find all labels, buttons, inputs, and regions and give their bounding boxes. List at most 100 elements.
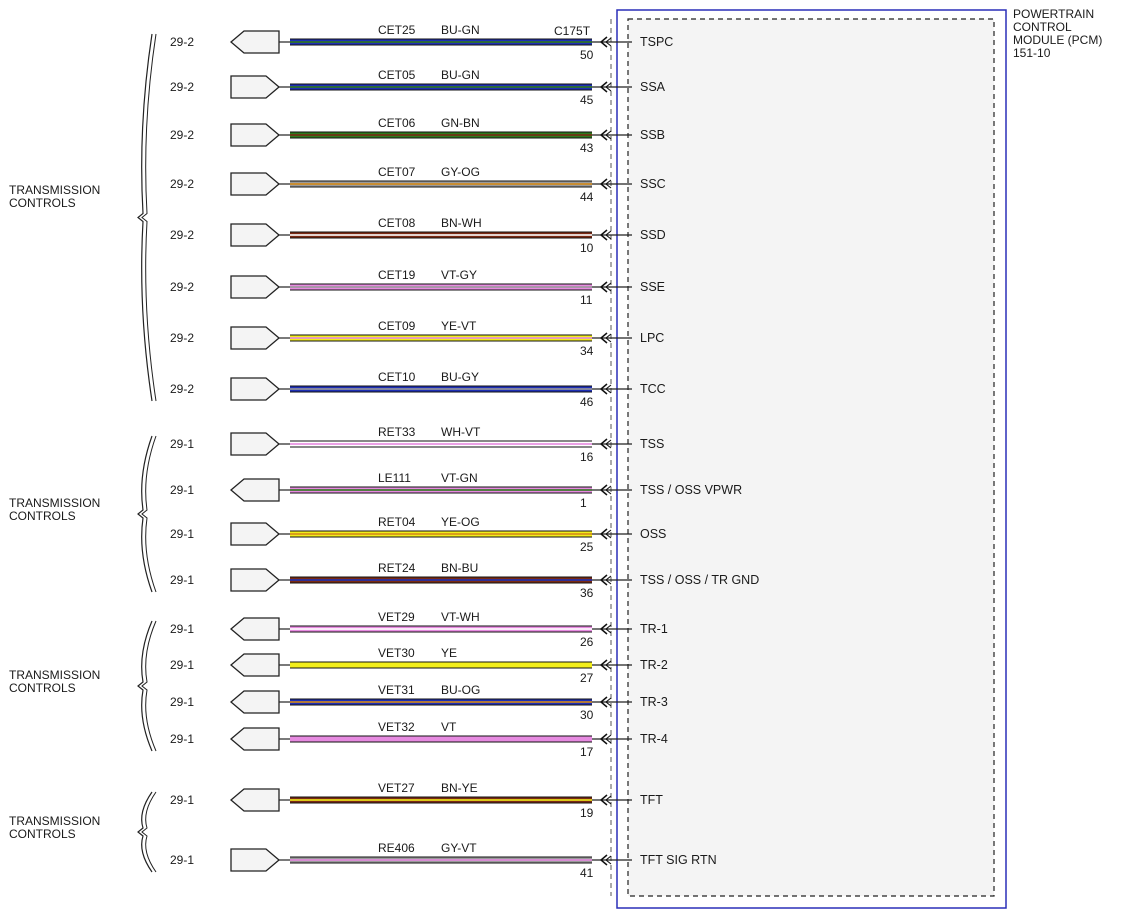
- connector-shape: [230, 568, 281, 592]
- signal-name: TFT SIG RTN: [640, 853, 717, 867]
- wire-color-code: BU-GY: [441, 370, 479, 384]
- page-reference: 29-1: [170, 622, 194, 636]
- wire-color-code: VT-GY: [441, 268, 477, 282]
- group-brace-line: [141, 435, 157, 593]
- circuit-row: 29-2 CET25 BU-GN 50 TSPC: [170, 23, 673, 62]
- group-brace-line: [141, 791, 157, 873]
- pin-number: 19: [580, 806, 594, 820]
- page-reference: 29-1: [170, 437, 194, 451]
- signal-name: SSA: [640, 80, 666, 94]
- circuit-id: RET33: [378, 425, 416, 439]
- group-brace-line: [137, 435, 153, 593]
- pin-number: 1: [580, 496, 587, 510]
- wire-color-code: YE-OG: [441, 515, 480, 529]
- pin-number: 46: [580, 395, 594, 409]
- wire-stripe-color: [290, 799, 592, 801]
- page-reference: 29-1: [170, 695, 194, 709]
- pin-number: 43: [580, 141, 594, 155]
- circuit-id: CET25: [378, 23, 416, 37]
- circuit-id: VET29: [378, 610, 415, 624]
- pin-terminal-icon: [605, 179, 612, 189]
- pin-terminal-icon: [599, 438, 608, 450]
- pcm-title-line-2: CONTROL: [1013, 20, 1072, 34]
- pin-number: 41: [580, 866, 594, 880]
- circuit-id: VET30: [378, 646, 415, 660]
- connector-shape: [229, 690, 280, 714]
- connector-shape: [229, 727, 280, 751]
- group-brace-line: [137, 620, 153, 752]
- group-label-line-2: CONTROLS: [9, 509, 76, 523]
- wire-stripe-color: [290, 337, 592, 339]
- signal-name: TSPC: [640, 35, 673, 49]
- pin-terminal-icon: [605, 282, 612, 292]
- signal-name: TSS / OSS / TR GND: [640, 573, 759, 587]
- pin-terminal-icon: [605, 855, 612, 865]
- page-reference: 29-2: [170, 280, 194, 294]
- circuit-id: CET06: [378, 116, 416, 130]
- circuit-row: 29-2 CET08 BN-WH 10 SSD: [170, 216, 666, 255]
- circuit-row: 29-1 RET33 WH-VT 16 TSS: [170, 425, 664, 464]
- signal-name: SSB: [640, 128, 665, 142]
- pin-terminal-icon: [605, 485, 612, 495]
- wire-stripe-color: [290, 183, 592, 185]
- connector-shape: [229, 30, 280, 54]
- pin-terminal-icon: [605, 130, 612, 140]
- circuit-id: CET08: [378, 216, 416, 230]
- circuit-row: 29-1 RET24 BN-BU 36 TSS / OSS / TR GND: [170, 561, 759, 600]
- connector-shape: [230, 275, 281, 299]
- circuit-id: RET04: [378, 515, 416, 529]
- pin-terminal-icon: [599, 574, 608, 586]
- connector-shape: [229, 788, 280, 812]
- page-reference: 29-1: [170, 732, 194, 746]
- page-reference: 29-1: [170, 658, 194, 672]
- signal-name: SSD: [640, 228, 666, 242]
- wire-stripe-color: [290, 86, 592, 88]
- pin-number: 36: [580, 586, 594, 600]
- circuit-row: 29-1 RE406 GY-VT 41 TFT SIG RTN: [170, 841, 717, 880]
- wire-color-code: YE-VT: [441, 319, 477, 333]
- pin-number: 17: [580, 745, 594, 759]
- pin-number: 10: [580, 241, 594, 255]
- pin-terminal-icon: [605, 795, 612, 805]
- page-reference: 29-2: [170, 80, 194, 94]
- connector-shape: [229, 617, 280, 641]
- pin-number: 16: [580, 450, 594, 464]
- circuit-row: 29-2 CET07 GY-OG 44 SSC: [170, 165, 666, 204]
- circuit-row: 29-2 CET09 YE-VT 34 LPC: [170, 319, 664, 358]
- circuit-row: 29-1 VET32 VT 17 TR-4: [170, 720, 668, 759]
- pin-terminal-icon: [599, 383, 608, 395]
- pcm-title-line-3: MODULE (PCM): [1013, 33, 1102, 47]
- pin-terminal-icon: [599, 36, 608, 48]
- pin-terminal-icon: [605, 697, 612, 707]
- pin-terminal-icon: [599, 332, 608, 344]
- pin-terminal-icon: [605, 230, 612, 240]
- circuit-row: 29-2 CET06 GN-BN 43 SSB: [170, 116, 665, 155]
- pin-terminal-icon: [605, 660, 612, 670]
- group-label-line-2: CONTROLS: [9, 681, 76, 695]
- wire-stripe-color: [290, 388, 592, 390]
- signal-name: TFT: [640, 793, 663, 807]
- wire-color-code: BN-YE: [441, 781, 478, 795]
- wire-stripe-color: [290, 628, 592, 630]
- pin-terminal-icon: [599, 733, 608, 745]
- pin-terminal-icon: [599, 229, 608, 241]
- wire-stripe-color: [290, 134, 592, 136]
- pin-terminal-icon: [599, 696, 608, 708]
- circuit-id: CET19: [378, 268, 416, 282]
- signal-name: TR-4: [640, 732, 668, 746]
- pin-terminal-icon: [605, 37, 612, 47]
- pin-terminal-icon: [599, 81, 608, 93]
- pin-terminal-icon: [605, 624, 612, 634]
- group-label-line-2: CONTROLS: [9, 827, 76, 841]
- pin-number: 44: [580, 190, 594, 204]
- page-reference: 29-1: [170, 573, 194, 587]
- wire-stripe-color: [290, 664, 592, 666]
- signal-name: SSC: [640, 177, 666, 191]
- pin-terminal-icon: [605, 333, 612, 343]
- wire-stripe-color: [290, 234, 592, 236]
